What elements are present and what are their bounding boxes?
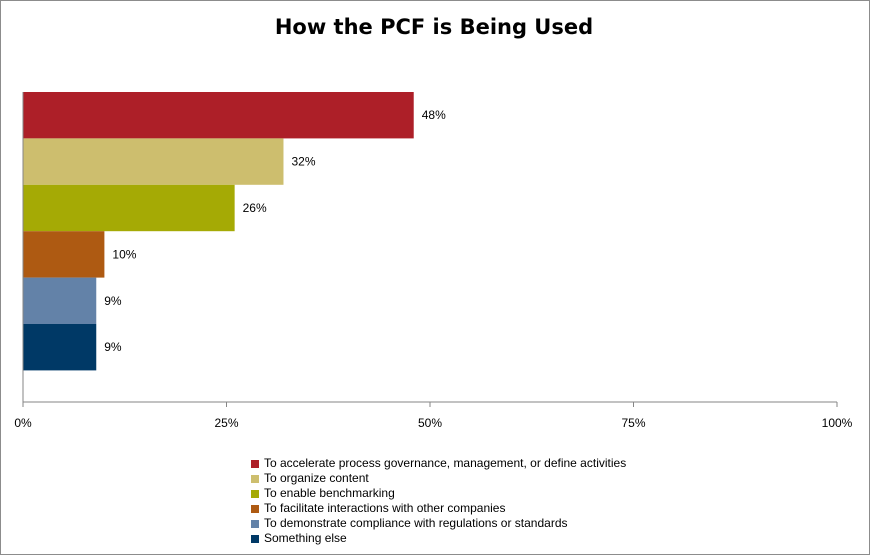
x-tick-label: 50%: [418, 416, 442, 430]
bar-1: [23, 92, 414, 139]
legend-label: To organize content: [264, 471, 369, 485]
legend-label: To accelerate process governance, manage…: [264, 456, 627, 470]
data-label-2: 32%: [291, 155, 315, 169]
data-label-6: 9%: [104, 340, 122, 354]
bar-4: [23, 231, 105, 278]
x-tick-label: 0%: [14, 416, 32, 430]
legend-label: To demonstrate compliance with regulatio…: [264, 516, 568, 530]
legend-item: To demonstrate compliance with regulatio…: [251, 516, 626, 531]
x-tick-label: 75%: [621, 416, 645, 430]
plot-area: 48% 32% 26% 10% 9% 9% 0% 25% 50% 75% 100%: [14, 92, 853, 430]
legend-item: Something else: [251, 531, 626, 546]
data-label-5: 9%: [104, 294, 122, 308]
bar-6: [23, 324, 97, 371]
legend-swatch: [251, 474, 259, 483]
legend-item: To accelerate process governance, manage…: [251, 456, 626, 471]
data-label-3: 26%: [243, 201, 267, 215]
legend-item: To enable benchmarking: [251, 486, 626, 501]
legend-item: To organize content: [251, 471, 626, 486]
bar-5: [23, 277, 97, 324]
bar-2: [23, 138, 284, 185]
legend-swatch: [251, 519, 259, 528]
legend: To accelerate process governance, manage…: [251, 456, 626, 546]
bar-3: [23, 184, 235, 232]
legend-swatch: [251, 504, 259, 513]
legend-swatch: [251, 489, 259, 498]
legend-label: Something else: [264, 531, 347, 545]
legend-item: To facilitate interactions with other co…: [251, 501, 626, 516]
legend-swatch: [251, 459, 259, 468]
data-label-4: 10%: [112, 247, 136, 261]
legend-label: To facilitate interactions with other co…: [264, 501, 506, 515]
data-label-1: 48%: [422, 108, 446, 122]
legend-swatch: [251, 534, 259, 543]
x-tick-label: 100%: [822, 416, 853, 430]
legend-label: To enable benchmarking: [264, 486, 395, 500]
x-tick-label: 25%: [214, 416, 238, 430]
chart-title: How the PCF is Being Used: [275, 15, 593, 39]
